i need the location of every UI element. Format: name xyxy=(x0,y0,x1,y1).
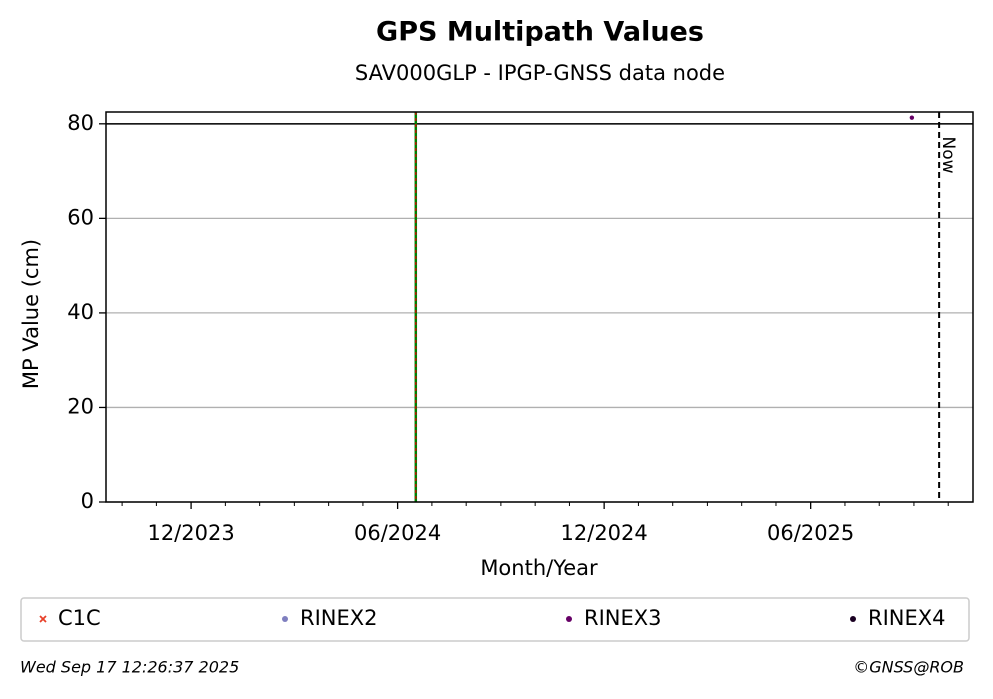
now-label: Now xyxy=(938,136,958,173)
y-axis-label: MP Value (cm) xyxy=(19,239,43,389)
plot-frame xyxy=(105,111,974,503)
legend-marker xyxy=(850,616,856,622)
y-tick-label: 60 xyxy=(67,205,94,229)
x-tick-label: 12/2023 xyxy=(147,521,234,545)
y-tick-label: 40 xyxy=(67,300,94,324)
credit: ©GNSS@ROB xyxy=(853,658,964,677)
y-tick-label: 20 xyxy=(67,394,94,418)
legend-box xyxy=(20,597,970,642)
legend-label: RINEX2 xyxy=(300,606,378,630)
legend-label: RINEX4 xyxy=(868,606,946,630)
legend-marker xyxy=(282,616,288,622)
data-point xyxy=(909,115,915,120)
y-tick-label: 0 xyxy=(81,489,94,513)
x-tick-label: 06/2024 xyxy=(354,521,441,545)
chart-title: GPS Multipath Values xyxy=(376,17,704,48)
legend-marker xyxy=(39,615,47,623)
y-tick-label: 80 xyxy=(67,111,94,135)
legend-label: C1C xyxy=(58,606,101,630)
legend-marker xyxy=(566,616,572,622)
x-tick-label: 06/2025 xyxy=(767,521,854,545)
timestamp: Wed Sep 17 12:26:37 2025 xyxy=(20,658,239,677)
chart-subtitle: SAV000GLP - IPGP-GNSS data node xyxy=(355,61,725,85)
legend-label: RINEX3 xyxy=(584,606,662,630)
x-axis-label: Month/Year xyxy=(480,556,598,580)
x-tick-label: 12/2024 xyxy=(561,521,648,545)
marker-stroke xyxy=(39,615,47,623)
